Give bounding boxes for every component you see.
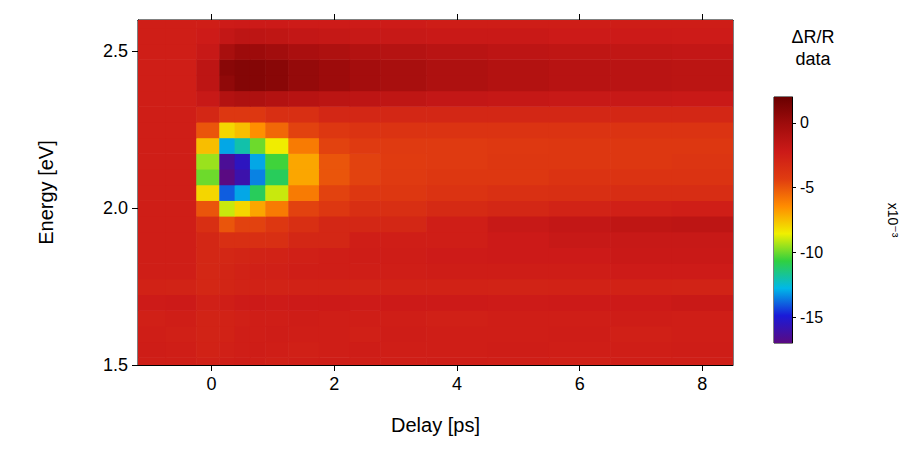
svg-text:8: 8 — [697, 374, 707, 394]
svg-text:2: 2 — [329, 374, 339, 394]
svg-text:0: 0 — [207, 374, 217, 394]
svg-text:2.0: 2.0 — [103, 198, 128, 218]
svg-text:-10: -10 — [800, 244, 823, 261]
svg-text:x10⁻³: x10⁻³ — [885, 203, 901, 238]
svg-text:6: 6 — [575, 374, 585, 394]
svg-text:Delay [ps]: Delay [ps] — [391, 414, 480, 436]
svg-text:Energy [eV]: Energy [eV] — [35, 140, 57, 245]
svg-text:ΔR/R: ΔR/R — [791, 27, 834, 47]
svg-text:0: 0 — [800, 114, 809, 131]
svg-text:-5: -5 — [800, 179, 814, 196]
svg-text:2.5: 2.5 — [103, 41, 128, 61]
svg-text:1.5: 1.5 — [103, 355, 128, 375]
svg-text:-15: -15 — [800, 309, 823, 326]
svg-text:4: 4 — [452, 374, 462, 394]
svg-text:data: data — [795, 49, 831, 69]
